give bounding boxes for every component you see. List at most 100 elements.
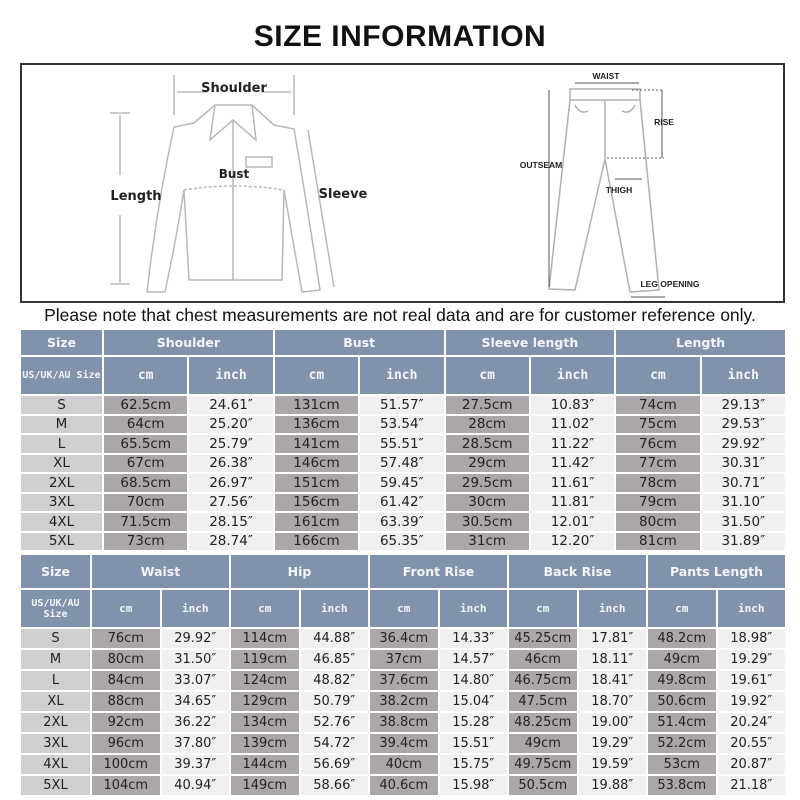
unit-cm-header: cm [370, 590, 438, 627]
inch-value-cell: 28.74″ [189, 532, 273, 550]
size-cell: 3XL [21, 734, 90, 753]
cm-value-cell: 141cm [274, 435, 359, 453]
cm-value-cell: 65.5cm [104, 435, 188, 453]
size-cell: XL [21, 454, 102, 472]
group-header: Hip [231, 555, 368, 588]
size-cell: XL [21, 692, 90, 711]
shirt-label-shoulder: Shoulder [201, 81, 267, 96]
cm-value-cell: 76cm [616, 435, 700, 453]
cm-value-cell: 45.25cm [509, 629, 577, 648]
inch-value-cell: 30.71″ [701, 474, 785, 492]
cm-value-cell: 62.5cm [104, 396, 188, 414]
cm-value-cell: 53cm [648, 755, 716, 774]
cm-value-cell: 151cm [274, 474, 359, 492]
cm-value-cell: 92cm [92, 713, 160, 732]
inch-value-cell: 58.66″ [300, 776, 368, 795]
cm-value-cell: 50.5cm [509, 776, 577, 795]
group-header: Sleeve length [445, 330, 615, 355]
inch-value-cell: 52.76″ [300, 713, 368, 732]
inch-value-cell: 29.92″ [161, 629, 229, 648]
pants-measure-lines [548, 82, 665, 298]
group-header: Front Rise [370, 555, 507, 588]
inch-value-cell: 18.41″ [578, 671, 646, 690]
inch-value-cell: 19.29″ [578, 734, 646, 753]
inch-value-cell: 20.24″ [717, 713, 785, 732]
cm-value-cell: 40.6cm [370, 776, 438, 795]
cm-value-cell: 134cm [231, 713, 299, 732]
size-subheader: US/UK/AU Size [21, 590, 90, 627]
inch-value-cell: 34.65″ [161, 692, 229, 711]
inch-value-cell: 61.42″ [360, 493, 444, 511]
cm-value-cell: 81cm [616, 532, 700, 550]
inch-value-cell: 53.54″ [360, 415, 444, 433]
inch-value-cell: 33.07″ [161, 671, 229, 690]
group-header: Shoulder [104, 330, 273, 355]
cm-value-cell: 104cm [92, 776, 160, 795]
shirt-label-bust: Bust [219, 167, 250, 181]
table-row: L 84cm 33.07″ 124cm 48.82″ 37.6cm 14.80″ 46.75c… [21, 671, 785, 690]
group-header: Bust [274, 330, 444, 355]
inch-value-cell: 18.11″ [578, 650, 646, 669]
cm-value-cell: 149cm [231, 776, 299, 795]
inch-value-cell: 19.88″ [578, 776, 646, 795]
inch-value-cell: 11.02″ [530, 415, 615, 433]
inch-value-cell: 12.20″ [530, 532, 615, 550]
cm-value-cell: 129cm [231, 692, 299, 711]
table-row: S 62.5cm 24.61″ 131cm 51.57″ 27.5cm 10.83″ 74cm… [21, 396, 785, 414]
unit-cm-header: cm [509, 590, 577, 627]
table-row: 4XL 100cm 39.37″ 144cm 56.69″ 40cm 15.75″ 49.75… [21, 755, 785, 774]
cm-value-cell: 39.4cm [370, 734, 438, 753]
cm-value-cell: 73cm [104, 532, 188, 550]
unit-cm-header: cm [92, 590, 160, 627]
group-header: Length [616, 330, 785, 355]
inch-value-cell: 54.72″ [300, 734, 368, 753]
pants-label-outseam: OUTSEAM [520, 160, 563, 170]
inch-value-cell: 14.80″ [439, 671, 507, 690]
cm-value-cell: 78cm [616, 474, 700, 492]
inch-value-cell: 25.79″ [189, 435, 273, 453]
table-row: L 65.5cm 25.79″ 141cm 55.51″ 28.5cm 11.22″ 76cm… [21, 435, 785, 453]
cm-value-cell: 119cm [231, 650, 299, 669]
inch-value-cell: 19.00″ [578, 713, 646, 732]
inch-value-cell: 29.92″ [701, 435, 785, 453]
cm-value-cell: 38.2cm [370, 692, 438, 711]
size-cell: 2XL [21, 713, 90, 732]
unit-cm-header: cm [231, 590, 299, 627]
cm-value-cell: 114cm [231, 629, 299, 648]
inch-value-cell: 28.15″ [189, 513, 273, 531]
inch-value-cell: 18.70″ [578, 692, 646, 711]
table-row: 2XL 92cm 36.22″ 134cm 52.76″ 38.8cm 15.28″ 48.2… [21, 713, 785, 732]
measurement-diagram: Shoulder Bust Length Sleeve WAIST RISE O… [20, 63, 785, 303]
group-header: Back Rise [509, 555, 646, 588]
unit-cm-header: cm [648, 590, 716, 627]
inch-value-cell: 10.83″ [530, 396, 615, 414]
table-row: M 64cm 25.20″ 136cm 53.54″ 28cm 11.02″ 75cm 29.5… [21, 415, 785, 433]
size-cell: 4XL [21, 513, 102, 531]
size-cell: M [21, 415, 102, 433]
bottom-size-table: Size Waist Hip Front Rise Back Rise Pants Len… [19, 553, 787, 797]
cm-value-cell: 48.2cm [648, 629, 716, 648]
size-cell: S [21, 629, 90, 648]
inch-value-cell: 50.79″ [300, 692, 368, 711]
inch-value-cell: 57.48″ [360, 454, 444, 472]
inch-value-cell: 11.42″ [530, 454, 615, 472]
unit-cm-header: cm [445, 357, 529, 394]
unit-inch-header: inch [717, 590, 785, 627]
inch-value-cell: 30.31″ [701, 454, 785, 472]
cm-value-cell: 50.6cm [648, 692, 716, 711]
table-row: 3XL 70cm 27.56″ 156cm 61.42″ 30cm 11.81″ 79cm 31… [21, 493, 785, 511]
group-header-row: Size Shoulder Bust Sleeve length Length [21, 330, 785, 355]
cm-value-cell: 156cm [274, 493, 359, 511]
cm-value-cell: 31cm [445, 532, 529, 550]
inch-value-cell: 14.57″ [439, 650, 507, 669]
pants-illustration [548, 88, 660, 293]
inch-value-cell: 46.85″ [300, 650, 368, 669]
cm-value-cell: 49.8cm [648, 671, 716, 690]
inch-value-cell: 29.13″ [701, 396, 785, 414]
inch-value-cell: 44.88″ [300, 629, 368, 648]
cm-value-cell: 144cm [231, 755, 299, 774]
cm-value-cell: 131cm [274, 396, 359, 414]
cm-value-cell: 100cm [92, 755, 160, 774]
unit-header-row: US/UK/AU Size cm inch cm inch cm inch cm inch cm i… [21, 590, 785, 627]
inch-value-cell: 31.50″ [701, 513, 785, 531]
